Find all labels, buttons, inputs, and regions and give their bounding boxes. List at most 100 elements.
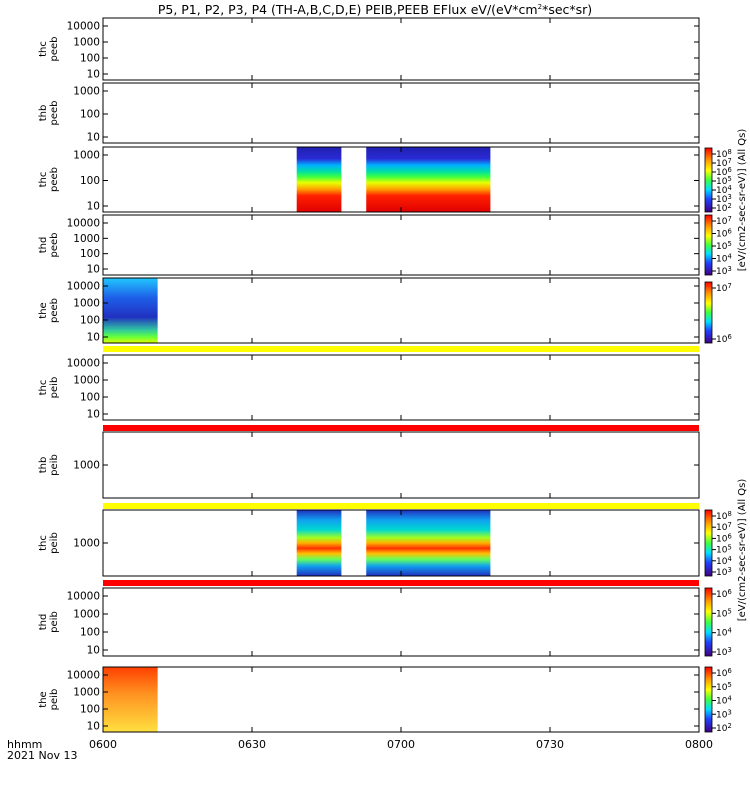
colorbar-tick-label: 103 xyxy=(716,265,732,277)
y-tick-label: 1000 xyxy=(73,375,100,387)
y-axis-label: thepeib xyxy=(38,689,60,711)
y-axis-label: thepeeb xyxy=(38,298,60,323)
colorbar xyxy=(704,281,713,344)
y-tick-label: 100 xyxy=(80,315,100,327)
x-tick-label: 0630 xyxy=(238,738,266,751)
y-tick-label: 10 xyxy=(87,409,100,421)
y-tick-label: 100 xyxy=(80,627,100,639)
panel-thb_peeb: 1000 100 10 thbpeeb xyxy=(38,82,700,144)
spectrogram-block xyxy=(103,667,158,732)
chart-title: P5, P1, P2, P3, P4 (TH-A,B,C,D,E) PEIB,P… xyxy=(157,2,593,17)
y-axis-label: thdpeeb xyxy=(38,233,60,258)
panel-frame xyxy=(102,354,700,421)
y-tick-label: 10000 xyxy=(67,358,100,370)
y-tick-label: 100 xyxy=(80,248,100,260)
colorbar-tick-label: 105 xyxy=(716,544,732,556)
spectrogram-block xyxy=(296,510,342,576)
panel-frame xyxy=(102,277,700,344)
y-tick-label: 10000 xyxy=(67,218,100,230)
y-axis-label: thdpeib xyxy=(38,611,60,633)
panel-frame xyxy=(102,431,700,499)
y-axis-label: thbpeib xyxy=(38,454,60,476)
y-tick-label: 1000 xyxy=(73,150,100,162)
colorbar-tick-label: 108 xyxy=(716,510,732,522)
panel-the_peeb: 10000 1000 100 10 thepeeb 107 106 xyxy=(38,277,732,352)
y-tick-label: 1000 xyxy=(73,460,100,472)
y-tick-label: 1000 xyxy=(73,298,100,310)
y-axis-label: thcpeib xyxy=(38,377,60,399)
panel-thc_peib_empty: 10000 1000 100 10 thcpeib xyxy=(38,354,700,421)
y-tick-label: 1000 xyxy=(73,86,100,98)
y-tick-label: 10000 xyxy=(67,281,100,293)
flag-bar xyxy=(103,346,699,352)
y-tick-label: 1000 xyxy=(73,609,100,621)
colorbar-tick-label: 103 xyxy=(716,566,732,578)
y-tick-label: 100 xyxy=(80,109,100,121)
colorbar-tick-label: 105 xyxy=(716,681,732,693)
spectrogram-block xyxy=(103,278,158,343)
panel-frame xyxy=(102,666,700,733)
colorbar-label-peib: [eV/(cm2-sec-sr-eV)] (All Qs) xyxy=(737,479,748,622)
flag-bar xyxy=(103,580,699,586)
flag-bar xyxy=(103,503,699,509)
y-axis-label: thcpeeb xyxy=(38,37,60,62)
y-tick-label: 10 xyxy=(87,645,100,657)
colorbar-tick-label: 106 xyxy=(716,667,732,679)
colorbar xyxy=(704,214,713,276)
colorbar xyxy=(704,509,713,577)
x-tick-label: 0700 xyxy=(387,738,415,751)
colorbar xyxy=(704,147,713,213)
y-tick-label: 10 xyxy=(87,69,100,81)
flag-bar xyxy=(103,425,699,431)
colorbar-tick-label: 106 xyxy=(716,532,732,544)
date-label: 2021 Nov 13 xyxy=(7,749,78,762)
y-tick-label: 10000 xyxy=(67,21,100,33)
spectrogram-block xyxy=(366,147,491,212)
y-tick-label: 10 xyxy=(87,721,100,733)
colorbar-tick-label: 104 xyxy=(716,695,732,707)
x-tick-label: 0600 xyxy=(89,738,117,751)
spectrogram-block xyxy=(366,510,491,576)
panel-frame xyxy=(102,214,700,276)
colorbar-tick-label: 107 xyxy=(716,521,732,533)
colorbar-tick-label: 107 xyxy=(716,282,732,294)
panel-frame xyxy=(102,17,700,81)
y-tick-label: 10 xyxy=(87,201,100,213)
colorbar xyxy=(704,666,713,733)
colorbar xyxy=(704,587,713,657)
time-axis-label: hhmm xyxy=(7,738,43,751)
colorbar-tick-label: 106 xyxy=(716,228,732,240)
x-tick-label: 0730 xyxy=(536,738,564,751)
y-tick-label: 10 xyxy=(87,264,100,276)
y-tick-label: 1000 xyxy=(73,37,100,49)
y-tick-label: 100 xyxy=(80,175,100,187)
colorbar-tick-label: 103 xyxy=(716,708,732,720)
y-axis-label: thcpeib xyxy=(38,532,60,554)
y-tick-label: 1000 xyxy=(73,538,100,550)
spectrogram-block xyxy=(296,147,342,212)
y-axis-label: thbpeeb xyxy=(38,101,60,126)
colorbar-tick-label: 107 xyxy=(716,215,732,227)
panel-thd_peib: 10000 1000 100 10 thdpeib 106 105 104 103 xyxy=(38,580,732,658)
y-tick-label: 100 xyxy=(80,53,100,65)
panel-frame xyxy=(102,587,700,657)
colorbar-tick-label: 105 xyxy=(716,607,732,619)
y-tick-label: 100 xyxy=(80,392,100,404)
y-tick-label: 10 xyxy=(87,132,100,144)
y-tick-label: 10000 xyxy=(67,670,100,682)
colorbar-label-peeb: [eV/(cm2-sec-sr-eV)] (All Qs) xyxy=(737,129,748,272)
colorbar-tick-label: 102 xyxy=(716,722,732,734)
y-tick-label: 1000 xyxy=(73,233,100,245)
x-tick-label: 0800 xyxy=(685,738,713,751)
colorbar-tick-label: 104 xyxy=(716,555,732,567)
y-tick-label: 10000 xyxy=(67,591,100,603)
colorbar-tick-label: 102 xyxy=(716,202,732,214)
colorbar-tick-label: 104 xyxy=(716,627,732,639)
colorbar-tick-label: 104 xyxy=(716,253,732,265)
panel-thb_peib: 1000 thbpeib xyxy=(38,425,700,499)
